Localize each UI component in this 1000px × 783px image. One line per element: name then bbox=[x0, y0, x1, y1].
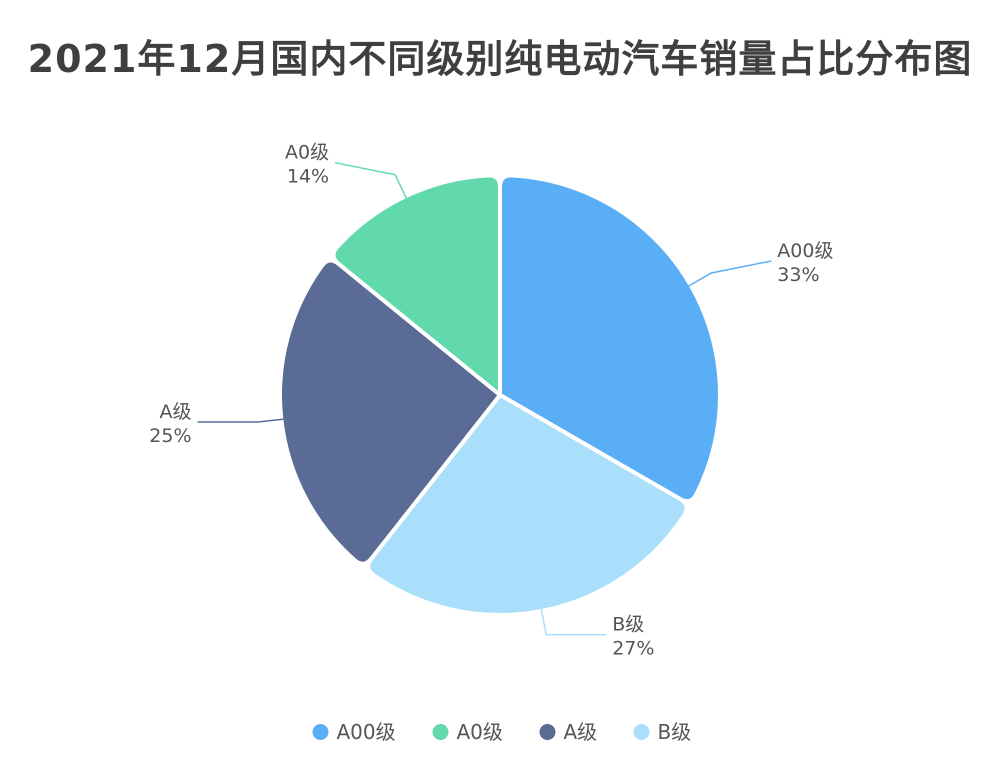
slice-label-a0: A0级 bbox=[285, 142, 329, 164]
legend-item-a0[interactable]: A0级 bbox=[432, 720, 503, 744]
slice-label-b: B级 bbox=[612, 614, 644, 636]
legend: A00级 A0级 A级 B级 bbox=[312, 720, 692, 744]
pie-slices bbox=[278, 173, 722, 617]
slice-value-b: 27% bbox=[612, 638, 654, 660]
legend-item-a00[interactable]: A00级 bbox=[312, 720, 396, 744]
leader-lines bbox=[197, 161, 772, 636]
leader-line-a00 bbox=[688, 260, 772, 287]
slice-value-a: 25% bbox=[149, 425, 191, 447]
legend-label-a00: A00级 bbox=[337, 720, 396, 744]
leader-line-a bbox=[197, 418, 284, 423]
leader-line-b bbox=[540, 608, 607, 636]
slice-label-a: A级 bbox=[160, 401, 192, 423]
legend-label-a0: A0级 bbox=[457, 720, 503, 744]
leader-line-a0 bbox=[334, 161, 407, 199]
legend-item-b[interactable]: B级 bbox=[633, 720, 692, 744]
slice-value-a00: 33% bbox=[777, 264, 819, 286]
slice-value-a0: 14% bbox=[287, 166, 329, 188]
legend-label-a: A级 bbox=[564, 720, 598, 744]
legend-swatch-b bbox=[633, 724, 650, 740]
slice-label-a00: A00级 bbox=[777, 240, 833, 262]
legend-swatch-a0 bbox=[432, 724, 449, 740]
legend-swatch-a bbox=[539, 724, 556, 740]
legend-label-b: B级 bbox=[658, 720, 692, 744]
chart-title: 2021年12月国内不同级别纯电动汽车销量占比分布图 bbox=[27, 37, 973, 81]
legend-swatch-a00 bbox=[312, 724, 329, 740]
legend-item-a[interactable]: A级 bbox=[539, 720, 598, 744]
